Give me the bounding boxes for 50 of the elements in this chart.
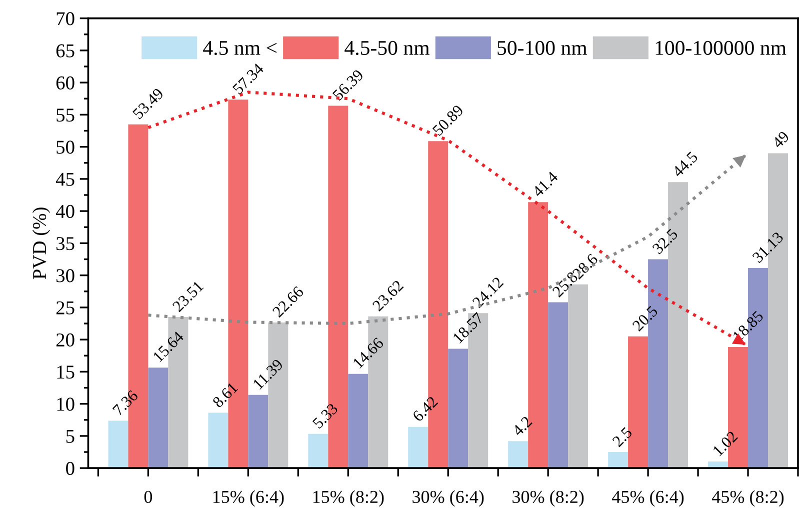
y-tick-label: 65 [56, 44, 74, 58]
data-label: 49 [772, 130, 790, 149]
bar [148, 368, 168, 468]
data-label: 8.61 [212, 382, 238, 408]
bar [248, 394, 268, 468]
bar [308, 434, 328, 468]
legend-label: 50-100 nm [498, 40, 588, 55]
bar [448, 348, 468, 468]
bar [408, 426, 428, 468]
x-tick-label: 30% (6:4) [412, 490, 484, 507]
y-tick-label: 50 [56, 140, 74, 154]
y-tick-label: 70 [56, 12, 74, 26]
data-label: 41.4 [532, 170, 559, 198]
y-tick-label: 30 [56, 269, 74, 282]
x-tick-label: 30% (8:2) [512, 490, 584, 507]
data-label: 32.5 [652, 228, 678, 255]
bar [108, 420, 128, 468]
bar [348, 374, 368, 468]
legend-label: 4.5-50 nm [344, 40, 430, 56]
y-axis-title: PVD (%) [32, 208, 50, 280]
x-tick-label: 15% (8:2) [313, 490, 384, 507]
data-label: 20.5 [632, 305, 658, 332]
y-tick-label: 0 [66, 462, 74, 476]
legend-label: 100-100000 nm [656, 40, 786, 55]
y-tick-label: 60 [56, 76, 74, 90]
bar [608, 452, 628, 468]
y-tick-label: 20 [56, 333, 74, 347]
y-tick-label: 5 [66, 430, 74, 443]
bar [208, 412, 228, 468]
data-label: 4.2 [512, 416, 533, 437]
y-tick-label: 55 [56, 108, 74, 122]
data-label: 1.02 [712, 430, 738, 456]
x-tick-label: 15% (6:4) [213, 490, 284, 507]
bar [508, 441, 528, 468]
data-label: 7.36 [112, 390, 139, 416]
y-tick-label: 25 [56, 301, 74, 314]
y-tick-label: 10 [57, 398, 74, 411]
legend-label: 4.5 nm < [203, 41, 276, 56]
data-label: 44.5 [672, 151, 698, 178]
y-tick-label: 15 [57, 366, 74, 379]
y-tick-label: 40 [56, 204, 74, 218]
x-tick-label: 0 [144, 490, 152, 504]
bar [548, 302, 568, 468]
data-label: 5.33 [312, 402, 338, 430]
x-tick-label: 45% (6:4) [612, 490, 684, 507]
x-tick-label: 45% (8:2) [712, 490, 784, 507]
data-label: 2.5 [612, 426, 633, 448]
data-label: 6.42 [412, 396, 438, 422]
y-tick-label: 45 [56, 172, 74, 186]
y-tick-label: 35 [56, 237, 74, 250]
